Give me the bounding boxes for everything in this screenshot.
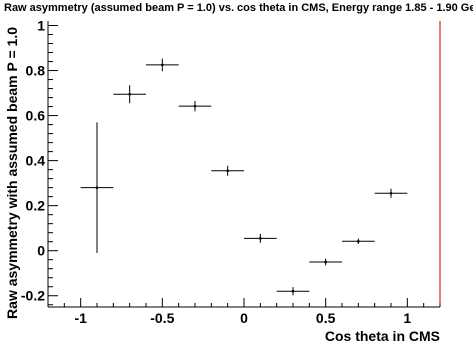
point-marker [226,169,229,173]
y-tick-label: -0.2 [21,288,45,304]
point-marker [259,237,262,240]
data-point [374,188,408,198]
data-point [80,122,114,253]
y-tick-label: 1 [37,18,45,34]
point-marker [357,239,360,243]
data-point [309,258,342,266]
x-tick-label: 1 [403,310,411,326]
x-axis-label: Cos theta in CMS [325,328,440,344]
point-marker [95,186,99,189]
y-tick-label: 0.6 [26,108,46,124]
axes: -1 -0.5 0 0.5 1 -0.2 0 0.2 0.4 0.6 0.8 1 [21,18,441,326]
point-marker [193,104,197,108]
data-point [178,100,212,112]
x-tick-label: 0.5 [316,310,336,326]
point-marker [324,260,327,264]
x-tick-label: -0.5 [150,310,174,326]
data-point [211,165,244,176]
y-tick-label: 0.8 [26,63,46,79]
point-marker [161,63,164,67]
data-points [80,58,408,296]
data-point [244,233,277,243]
y-axis-label: Raw asymmetry with assumed beam P = 1.0 [4,27,20,319]
x-tick-label: 0 [240,310,248,326]
data-point [146,58,179,72]
data-point [276,287,310,296]
y-tick-label: 0 [37,243,45,259]
point-marker [291,289,295,293]
y-tick-label: 0.2 [26,198,46,214]
chart-title: Raw asymmetry (assumed beam P = 1.0) vs.… [4,2,473,14]
point-marker [389,191,393,195]
point-marker [128,92,131,96]
data-point [113,85,146,104]
x-tick-label: -1 [74,310,87,326]
y-tick-label: 0.4 [26,153,46,169]
data-point [342,238,375,244]
